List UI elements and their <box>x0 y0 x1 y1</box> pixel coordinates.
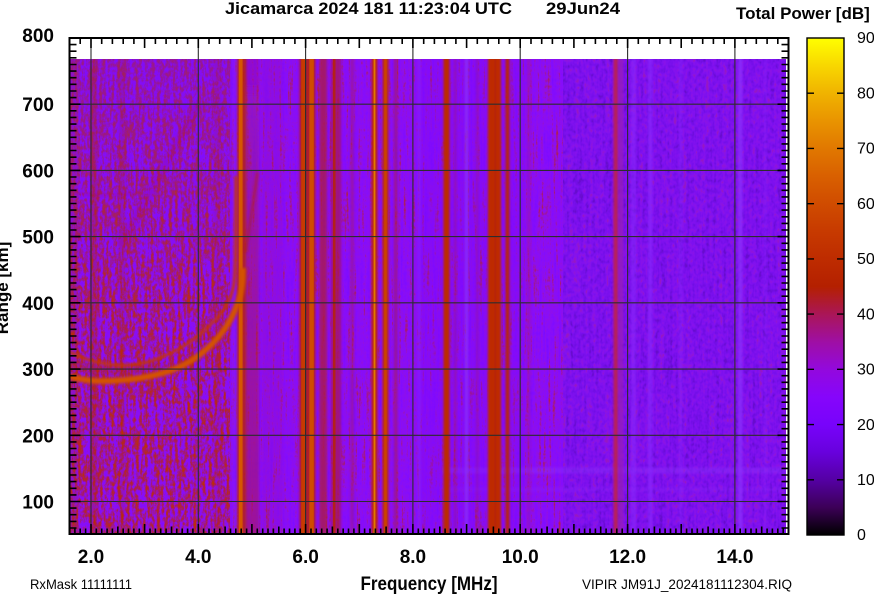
svg-text:RxMask 11111111: RxMask 11111111 <box>30 576 132 592</box>
svg-text:700: 700 <box>22 95 54 116</box>
svg-text:6.0: 6.0 <box>292 547 318 568</box>
svg-text:100: 100 <box>22 493 54 514</box>
svg-text:14.0: 14.0 <box>716 547 753 568</box>
svg-text:Total Power [dB]: Total Power [dB] <box>736 4 870 23</box>
svg-text:8.0: 8.0 <box>400 547 426 568</box>
svg-text:2.0: 2.0 <box>78 547 104 568</box>
svg-text:Jicamarca 2024 181 11:23:04 UT: Jicamarca 2024 181 11:23:04 UTC <box>225 0 512 18</box>
svg-text:20: 20 <box>857 417 874 434</box>
svg-text:4.0: 4.0 <box>185 547 211 568</box>
svg-text:12.0: 12.0 <box>609 547 646 568</box>
svg-text:80: 80 <box>857 85 874 102</box>
svg-text:800: 800 <box>22 26 54 47</box>
svg-text:Range [km]: Range [km] <box>0 242 12 335</box>
svg-text:600: 600 <box>22 161 54 182</box>
svg-text:40: 40 <box>857 306 874 323</box>
svg-text:90: 90 <box>857 30 874 47</box>
svg-text:10.0: 10.0 <box>502 547 539 568</box>
svg-text:10: 10 <box>857 472 874 489</box>
svg-text:30: 30 <box>857 362 874 379</box>
svg-text:500: 500 <box>22 228 54 249</box>
svg-text:70: 70 <box>857 141 874 158</box>
svg-text:29Jun24: 29Jun24 <box>546 0 621 18</box>
svg-text:Frequency [MHz]: Frequency [MHz] <box>361 574 498 595</box>
svg-text:50: 50 <box>857 251 874 268</box>
svg-text:60: 60 <box>857 196 874 213</box>
svg-text:200: 200 <box>22 426 54 447</box>
svg-text:300: 300 <box>22 360 54 381</box>
svg-text:VIPIR JM91J_2024181112304.RIQ: VIPIR JM91J_2024181112304.RIQ <box>582 576 792 592</box>
svg-text:0: 0 <box>857 527 866 544</box>
svg-text:400: 400 <box>22 294 54 315</box>
